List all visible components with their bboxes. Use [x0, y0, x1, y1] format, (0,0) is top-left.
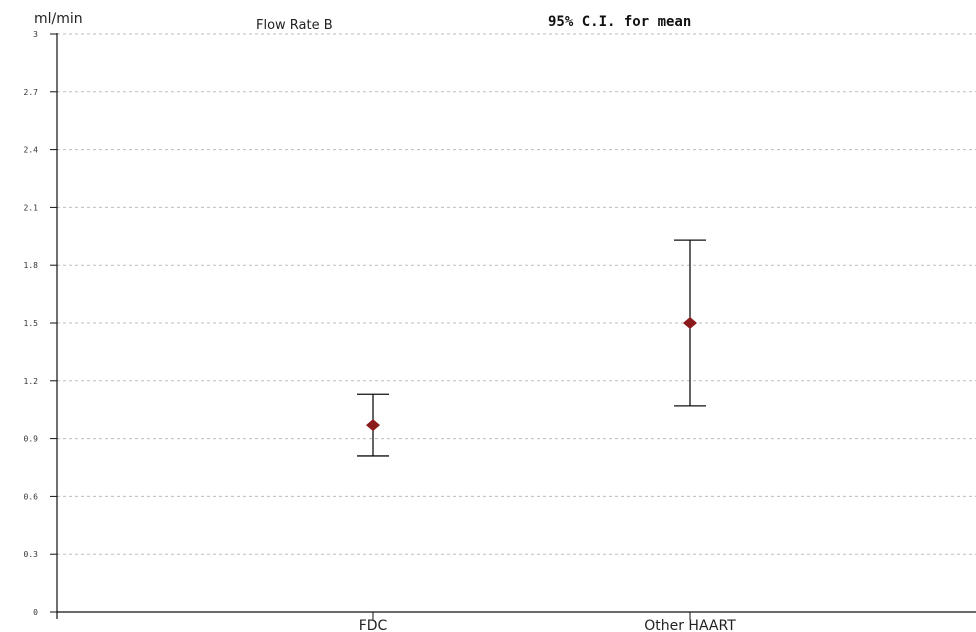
- y-tick-label-2: 0.6: [24, 492, 39, 501]
- x-axis-ticks: FDC Other HAART: [359, 612, 736, 632]
- y-axis-ticks: 0 0.3 0.6 0.9 1.2 1.5 1.8 2.1 2.4 2.7 3: [24, 30, 57, 617]
- y-tick-label-7: 2.1: [24, 203, 39, 212]
- ci-group-1: [674, 239, 706, 407]
- y-tick-label-3: 0.9: [24, 435, 39, 444]
- x-tick-label-1: Other HAART: [644, 618, 736, 632]
- gridlines: [57, 33, 976, 555]
- y-tick-label-4: 1.2: [24, 377, 39, 386]
- ci-group-0: [357, 393, 389, 457]
- y-tick-label-9: 2.7: [24, 88, 39, 97]
- confidence-intervals: [357, 239, 706, 457]
- mean-marker-1: [683, 317, 697, 329]
- y-tick-label-10: 3: [33, 30, 38, 39]
- chart-subtitle: 95% C.I. for mean: [548, 14, 691, 30]
- y-tick-label-1: 0.3: [24, 550, 39, 559]
- y-tick-label-5: 1.5: [24, 319, 39, 328]
- x-tick-label-0: FDC: [359, 618, 388, 632]
- y-tick-label-8: 2.4: [24, 146, 39, 155]
- y-tick-label-0: 0: [33, 608, 38, 617]
- y-axis-unit-label: ml/min: [34, 11, 83, 27]
- mean-marker-0: [366, 419, 380, 432]
- chart-title: Flow Rate B: [256, 18, 333, 33]
- y-tick-label-6: 1.8: [24, 261, 39, 270]
